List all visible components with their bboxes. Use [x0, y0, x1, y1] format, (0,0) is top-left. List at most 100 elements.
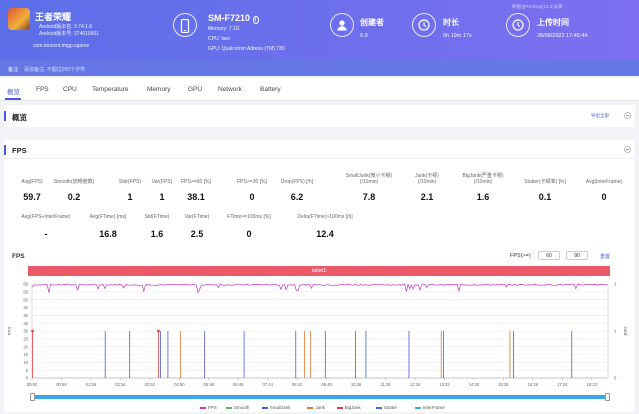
legend-swatch: [225, 407, 232, 409]
tab-gpu[interactable]: GPU: [188, 86, 203, 93]
fps-threshold-input-2[interactable]: 90: [566, 251, 588, 260]
legend-item[interactable]: Jank: [307, 405, 325, 410]
remark-label: 备注:: [8, 67, 20, 73]
x-tick-label: 02:54: [115, 382, 126, 387]
metrics_row1-value: 0.1: [538, 192, 552, 202]
label-bar[interactable]: label1: [28, 266, 610, 276]
legend-label: InterFrame: [422, 405, 445, 410]
y-tick-label: 15: [23, 352, 28, 357]
device-memory: Memory: 7.1G: [208, 26, 240, 32]
info-icon[interactable]: i: [252, 16, 259, 24]
x-tick-label: 07:44: [262, 382, 273, 387]
legend-label: BigJank: [344, 405, 361, 410]
tab-overview[interactable]: 概览: [7, 89, 20, 96]
collapse-icon[interactable]: [624, 146, 631, 153]
remark-bar: 备注: 添加备注, 不超过200个字符: [0, 60, 639, 76]
legend-item[interactable]: BigJank: [336, 405, 361, 410]
legend-item[interactable]: InterFrame: [414, 405, 445, 410]
legend-swatch: [261, 407, 268, 409]
metrics_row1-value: 59.7: [23, 192, 41, 202]
legend-label: Smooth: [233, 405, 250, 410]
metrics_row2-label: Delta(FTime)>100ms [/h]: [297, 214, 353, 220]
app-icon: [8, 8, 30, 30]
x-tick-label: 13:32: [439, 382, 450, 387]
fps-threshold-input-1[interactable]: 60: [538, 251, 560, 260]
metrics_row1-label: Stutter(卡顿率) [%]: [524, 179, 566, 185]
tab-bar: 概览 FPS CPU Temperature Memory GPU Networ…: [0, 78, 639, 101]
y-axis-label: FPS: [7, 327, 12, 336]
metrics_row2-value: -: [44, 229, 48, 239]
legend-item[interactable]: Stutter: [375, 405, 397, 410]
tab-fps[interactable]: FPS: [36, 86, 49, 93]
metrics_row2-label: Avg(FTime) [ms]: [89, 214, 127, 220]
tab-memory[interactable]: Memory: [147, 86, 171, 93]
x-tick-label: 00:00: [27, 382, 38, 387]
x-tick-label: 16:26: [528, 382, 539, 387]
metrics_row1-label: Avg(FPS): [21, 179, 43, 185]
duration-value: 0h 19m 17s: [443, 33, 472, 39]
metrics_row1-value: 0.2: [67, 192, 81, 202]
tab-battery[interactable]: Battery: [260, 86, 281, 93]
x-tick-label: 18:22: [587, 382, 598, 387]
phone-icon: [173, 13, 197, 37]
metrics_row1-label: Drop(FPS) [/h]: [280, 179, 314, 185]
metrics_row1-label: Var(FPS): [151, 179, 173, 185]
metrics_row2-value: 16.8: [99, 229, 117, 239]
legend-label: SmallJank: [269, 405, 291, 410]
metrics_row1-label: Stdr(FPS): [118, 179, 142, 185]
metrics_row2-value: 0: [246, 229, 252, 239]
metrics_row1-label: Smooth(流畅度数): [53, 179, 95, 185]
x-tick-label: 12:34: [410, 382, 421, 387]
legend-label: Stutter: [383, 405, 397, 410]
device-gpu: GPU: Qualcomm Adreno (TM) 730: [208, 46, 285, 52]
tab-temperature[interactable]: Temperature: [92, 86, 129, 93]
upload-time-value: 28/08/2022 17:45:44: [537, 33, 588, 39]
fps-series-line: [31, 283, 608, 294]
metrics_row1-value: 7.8: [362, 192, 376, 202]
legend-item[interactable]: Smooth: [225, 405, 250, 410]
y2-axis-label: Jank: [623, 326, 628, 336]
time-range-slider[interactable]: [32, 395, 608, 399]
clock-icon: [412, 13, 436, 37]
collapse-icon[interactable]: [624, 112, 631, 119]
slider-handle-right[interactable]: [605, 393, 610, 401]
user-icon: [330, 13, 354, 37]
legend-swatch: [307, 407, 314, 409]
device-cpu: CPU: taro: [208, 36, 230, 42]
fps-section-title: FPS: [12, 146, 27, 155]
chart-title: FPS: [12, 253, 25, 260]
tab-indicator: [5, 98, 21, 100]
y-tick-label: 30: [23, 329, 28, 334]
bigjank-spike-marker: [31, 329, 34, 333]
x-tick-label: 01:56: [86, 382, 97, 387]
metrics_row1-label: SmallJank(微小卡顿) (/10min): [345, 173, 393, 185]
x-tick-label: 03:52: [145, 382, 156, 387]
y-tick-label: 60: [23, 282, 28, 287]
legend-swatch: [336, 407, 343, 409]
legend-swatch: [375, 407, 382, 409]
legend-item[interactable]: SmallJank: [261, 405, 291, 410]
device-name: SM-F7210 i: [208, 13, 259, 24]
reset-button[interactable]: 重置: [600, 254, 611, 260]
export-all-link[interactable]: 导出全部: [591, 113, 609, 118]
tab-cpu[interactable]: CPU: [63, 86, 77, 93]
legend-item[interactable]: FPS: [200, 405, 217, 410]
metrics_row2-label: Avg(FPS+InterFrame): [21, 214, 71, 220]
y-tick-label: 10: [23, 360, 28, 365]
y2-tick-label: 2: [614, 282, 617, 287]
y-tick-label: 55: [23, 289, 28, 294]
metrics_row2-value: 12.4: [316, 229, 334, 239]
remark-input[interactable]: 添加备注, 不超过200个字符: [24, 67, 86, 73]
y-tick-label: 35: [23, 321, 28, 326]
report-header: 王者荣耀 Android版本名: 3.74.1.6 Android版本号: 37…: [0, 0, 639, 60]
slider-handle-left[interactable]: [30, 393, 35, 401]
x-tick-label: 10:38: [351, 382, 362, 387]
x-tick-label: 15:28: [498, 382, 509, 387]
tab-network[interactable]: Network: [218, 86, 242, 93]
fps-threshold-label: FPS(>=): [510, 253, 531, 259]
metrics_row2-label: Var(FTime): [184, 214, 210, 220]
fps-chart[interactable]: 0 5 10 15 20 25 30 35 40 45 50 55 60 0 1 2 FPS Jank 00:00 0…: [0, 278, 639, 394]
metrics_row1-value: 1: [159, 192, 165, 202]
legend-swatch: [200, 407, 206, 409]
y-tick-label: 25: [23, 336, 28, 341]
